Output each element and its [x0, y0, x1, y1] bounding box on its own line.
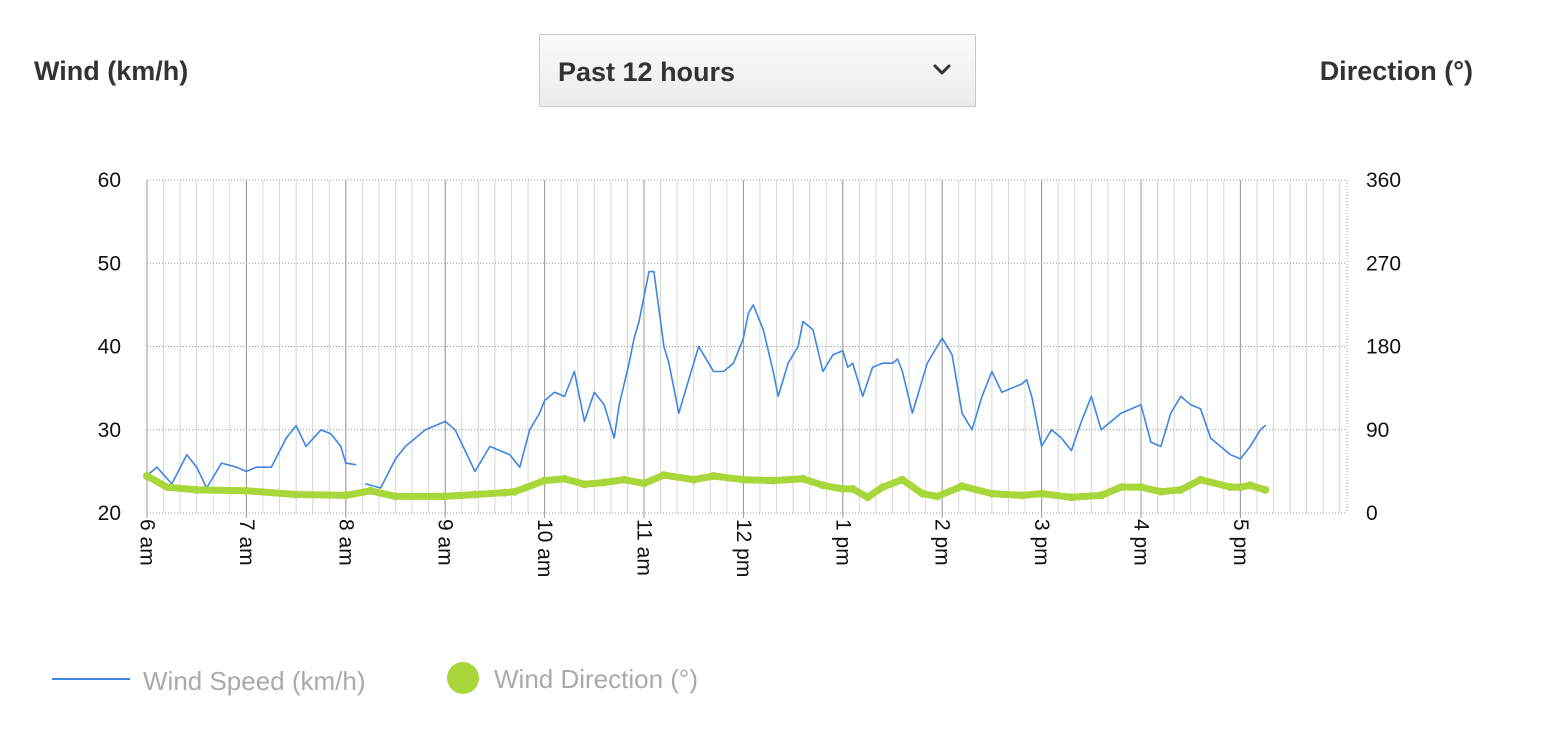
wind-direction-point — [242, 486, 251, 495]
x-tick-label: 7 am — [235, 519, 258, 566]
wind-direction-point — [1156, 487, 1165, 496]
x-tick-label: 5 pm — [1229, 519, 1252, 566]
wind-direction-point — [1017, 491, 1026, 500]
wind-direction-point — [848, 484, 857, 493]
wind-direction-point — [1196, 475, 1205, 484]
time-range-value: Past 12 hours — [558, 57, 736, 87]
wind-direction-point — [143, 472, 151, 480]
left-y-axis: 20 30 40 50 60 — [98, 169, 121, 525]
wind-direction-point — [341, 491, 350, 500]
wind-direction-point — [600, 478, 609, 487]
wind-direction-point — [441, 492, 450, 501]
wind-direction-point — [958, 482, 967, 491]
left-y-tick-label: 20 — [98, 502, 121, 525]
wind-direction-point — [366, 486, 375, 495]
wind-direction-point — [659, 471, 668, 480]
wind-direction-point — [689, 475, 698, 484]
wind-direction-point — [1067, 493, 1076, 502]
wind-direction-point — [500, 488, 509, 497]
wind-direction-point — [1137, 483, 1145, 492]
horizontal-grid — [146, 179, 1348, 514]
right-y-tick-label: 90 — [1366, 419, 1389, 442]
wind-direction-point — [878, 483, 887, 492]
wind-direction-point — [987, 489, 996, 498]
wind-direction-legend-label[interactable]: Wind Direction (°) — [494, 664, 698, 694]
wind-direction-point — [640, 479, 648, 488]
right-y-tick-label: 270 — [1366, 252, 1401, 275]
wind-direction-point — [1037, 489, 1046, 498]
wind-direction-point — [1097, 491, 1106, 500]
left-y-tick-label: 40 — [98, 336, 121, 359]
wind-direction-point — [709, 472, 718, 480]
wind-speed-series — [364, 270, 1267, 489]
wind-speed-legend-label[interactable]: Wind Speed (km/h) — [143, 666, 366, 696]
x-tick-label: 10 am — [533, 519, 556, 577]
wind-direction-point — [918, 489, 927, 498]
wind-direction-point — [540, 476, 549, 485]
wind-direction-point — [620, 475, 629, 484]
wind-direction-point — [838, 484, 847, 493]
left-y-tick-label: 50 — [98, 252, 121, 275]
wind-direction-point — [510, 487, 519, 496]
wind-direction-point — [292, 490, 301, 499]
x-tick-label: 6 am — [136, 519, 159, 566]
x-tick-label: 12 pm — [732, 519, 755, 577]
wind-chart: 20 30 40 50 60 0 90 180 270 360 6 am 7 am 8 am 9 am… — [98, 169, 1401, 577]
x-tick-label: 8 am — [334, 519, 357, 566]
wind-direction-point — [1236, 483, 1245, 492]
wind-direction-point — [192, 485, 201, 494]
right-y-tick-label: 0 — [1366, 502, 1378, 525]
wind-direction-point — [162, 483, 171, 492]
left-y-tick-label: 30 — [98, 419, 121, 442]
wind-direction-point — [933, 492, 942, 501]
x-axis: 6 am 7 am 8 am 9 am 10 am 11 am 12 pm 1 pm 2 pm 3… — [136, 519, 1252, 577]
wind-direction-point — [739, 475, 748, 484]
wind-direction-point — [580, 480, 589, 489]
series-layer — [143, 270, 1270, 502]
wind-direction-point — [1261, 485, 1270, 494]
wind-direction-point — [1176, 485, 1185, 494]
wind-direction-point — [898, 475, 907, 484]
right-y-tick-label: 180 — [1366, 336, 1401, 359]
major-grid — [146, 180, 1241, 518]
left-y-tick-label: 60 — [98, 169, 121, 192]
right-y-axis: 0 90 180 270 360 — [1366, 169, 1401, 525]
wind-direction-point — [863, 493, 872, 502]
wind-direction-point — [1246, 481, 1255, 490]
x-tick-label: 2 pm — [931, 519, 954, 566]
x-tick-label: 11 am — [633, 519, 656, 576]
wind-direction-point — [769, 476, 778, 485]
wind-direction-point — [391, 492, 400, 501]
wind-direction-point — [560, 474, 569, 483]
wind-speed-legend-swatch — [52, 678, 130, 680]
right-y-tick-label: 360 — [1366, 169, 1401, 192]
wind-direction-point — [471, 490, 480, 499]
wind-speed-series — [146, 424, 357, 489]
wind-direction-point — [1226, 483, 1235, 492]
x-tick-label: 9 am — [434, 519, 457, 566]
time-range-select[interactable]: Past 12 hours — [539, 34, 976, 107]
chevron-down-icon — [933, 64, 951, 75]
wind-direction-point — [1117, 483, 1126, 492]
x-tick-label: 4 pm — [1130, 519, 1153, 566]
wind-direction-point — [818, 481, 827, 490]
left-axis-title: Wind (km/h) — [34, 56, 189, 86]
x-tick-label: 3 pm — [1030, 519, 1053, 566]
wind-direction-legend-swatch — [447, 662, 479, 694]
right-axis-title: Direction (°) — [1319, 56, 1473, 86]
x-tick-label: 1 pm — [831, 519, 854, 566]
wind-direction-point — [799, 474, 808, 483]
